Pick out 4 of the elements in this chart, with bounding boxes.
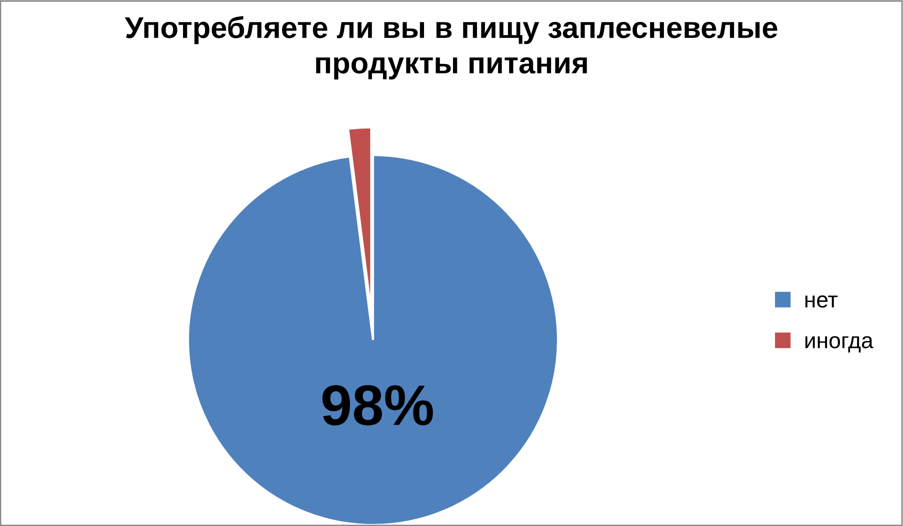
data-label: 98% xyxy=(322,385,433,426)
chart-title: Употребляете ли вы в пищу заплесневелые продукты питания xyxy=(124,16,778,80)
legend-label: нет xyxy=(805,295,838,308)
legend-label: иногда xyxy=(805,336,874,353)
